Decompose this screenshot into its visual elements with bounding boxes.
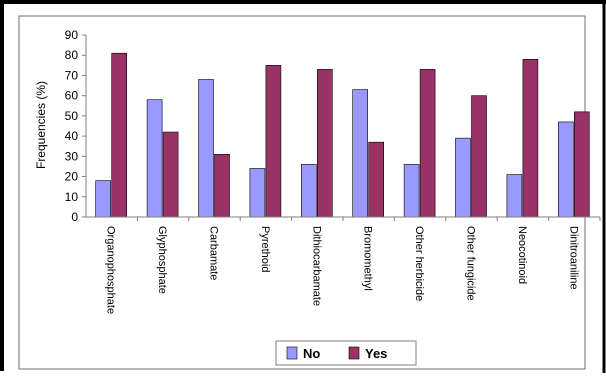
x-tick-label: Carbamate <box>208 226 220 280</box>
bar-no <box>249 168 266 218</box>
bar-yes <box>419 69 436 218</box>
y-tick-label: 30 <box>65 149 79 163</box>
x-tick-label: Dinitroaniline <box>567 226 579 290</box>
y-tick-label: 60 <box>65 89 79 103</box>
legend: No Yes <box>275 340 417 366</box>
bar-no <box>455 137 471 218</box>
bar-no <box>198 79 214 218</box>
bar-yes <box>265 65 282 218</box>
bar-no <box>300 164 317 218</box>
x-tick-label: Organophosphate <box>105 226 117 314</box>
bar-no <box>557 121 574 218</box>
bar-yes <box>471 95 487 218</box>
y-tick-label: 50 <box>65 109 79 123</box>
bar-no <box>352 89 369 218</box>
bar-yes <box>573 111 590 218</box>
y-tick-label: 70 <box>65 68 79 82</box>
y-axis-label: Frequencies (%) <box>34 81 48 169</box>
x-tick-label: Other herbicide <box>413 226 425 301</box>
y-tick-label: 90 <box>65 28 79 42</box>
x-tick-label: Glyphosphate <box>156 226 168 294</box>
bar-yes <box>162 131 179 218</box>
x-tick-label: Neocotinoid <box>516 226 528 284</box>
x-tick-label: Bromomethyl <box>362 226 374 291</box>
x-tick-label: Dithiocarbamate <box>310 226 322 306</box>
y-axis: 0 10 20 30 40 50 60 70 80 90 <box>65 28 87 224</box>
y-tick-label: 10 <box>65 190 79 204</box>
bar-yes <box>368 141 385 218</box>
legend-label-yes: Yes <box>365 346 387 361</box>
bar-yes <box>316 69 333 218</box>
legend-label-no: No <box>303 346 320 361</box>
x-tick-label: Other fungicide <box>465 226 477 301</box>
bar-no <box>95 180 111 218</box>
bar-no <box>403 164 420 218</box>
bar-no <box>146 99 163 218</box>
y-tick-label: 80 <box>65 48 79 62</box>
bar-yes <box>111 52 127 218</box>
bar-yes <box>522 58 539 218</box>
legend-swatch-yes <box>348 346 360 360</box>
legend-box <box>275 340 417 366</box>
y-tick-label: 0 <box>71 210 78 224</box>
y-tick-label: 40 <box>65 129 79 143</box>
x-axis: Organophosphate Glyphosphate Carbamate Pyre… <box>86 216 601 314</box>
legend-swatch-no <box>286 346 298 360</box>
x-tick-label: Pyrethoid <box>259 226 271 272</box>
y-tick-label: 20 <box>65 170 79 184</box>
bar-yes <box>214 154 230 218</box>
bars <box>95 52 590 218</box>
bar-no <box>506 174 523 218</box>
